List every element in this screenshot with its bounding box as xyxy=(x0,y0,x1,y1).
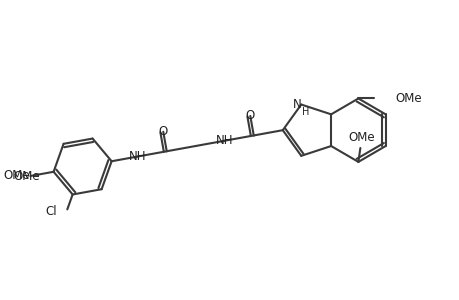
Text: H: H xyxy=(301,107,308,118)
Text: N: N xyxy=(292,98,301,111)
Text: NH: NH xyxy=(129,150,146,163)
Text: NH: NH xyxy=(216,134,233,147)
Text: O: O xyxy=(245,110,254,122)
Text: OMe: OMe xyxy=(395,92,421,105)
Text: OMe: OMe xyxy=(4,169,30,182)
Text: Cl: Cl xyxy=(46,205,57,218)
Text: O: O xyxy=(158,125,168,138)
Text: OMe: OMe xyxy=(347,130,374,144)
Text: OMe: OMe xyxy=(13,170,40,183)
